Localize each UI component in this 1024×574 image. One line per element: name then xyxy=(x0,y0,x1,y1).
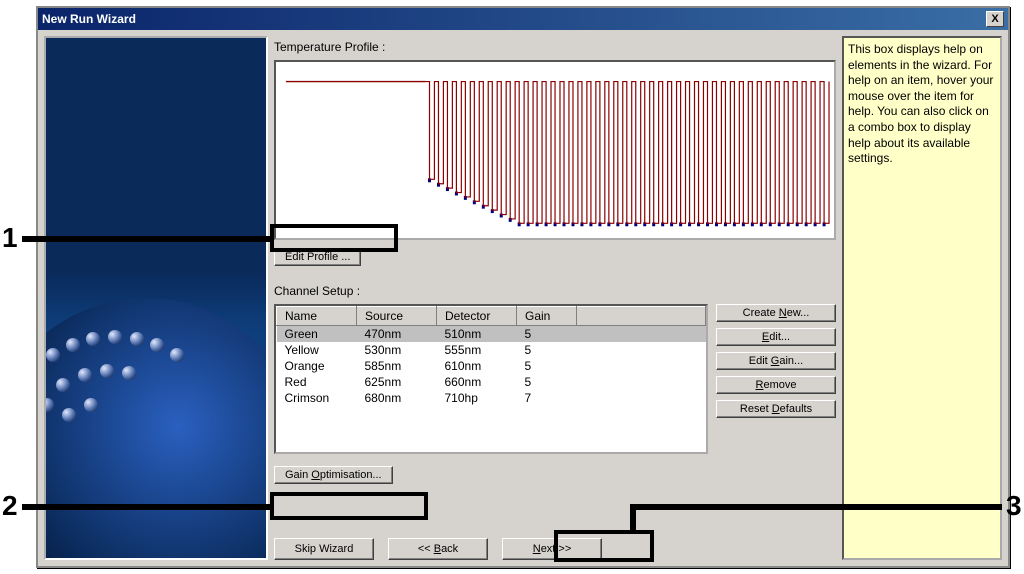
table-header-blank xyxy=(577,307,706,326)
annotation-3-line-v xyxy=(630,504,636,532)
table-cell: 510nm xyxy=(437,326,517,343)
back-button[interactable]: << Back xyxy=(388,538,488,560)
wizard-window: New Run Wizard X xyxy=(36,6,1010,568)
annotation-1-line xyxy=(22,236,272,242)
table-cell: 660nm xyxy=(437,374,517,390)
table-header[interactable]: Gain xyxy=(517,307,577,326)
table-cell: 555nm xyxy=(437,342,517,358)
rotor-graphic xyxy=(44,298,268,560)
next-button[interactable]: Next >> xyxy=(502,538,602,560)
annotation-2: 2 xyxy=(2,490,18,522)
main-panel: Temperature Profile : Edit Profile ... C… xyxy=(274,36,836,560)
table-cell: 7 xyxy=(517,390,577,406)
table-row[interactable]: Yellow530nm555nm5 xyxy=(277,342,706,358)
close-button[interactable]: X xyxy=(986,11,1004,27)
table-row[interactable]: Red625nm660nm5 xyxy=(277,374,706,390)
annotation-1: 1 xyxy=(2,222,18,254)
table-cell: Yellow xyxy=(277,342,357,358)
channel-setup-label: Channel Setup : xyxy=(274,284,836,298)
wizard-side-image xyxy=(44,36,268,560)
window-title: New Run Wizard xyxy=(42,12,986,26)
edit-profile-button[interactable]: Edit Profile ... xyxy=(274,248,361,266)
gain-optimisation-button[interactable]: Gain Optimisation... xyxy=(274,466,393,484)
table-cell: 610nm xyxy=(437,358,517,374)
help-panel: This box displays help on elements in th… xyxy=(842,36,1002,560)
table-cell: Red xyxy=(277,374,357,390)
annotation-3-line xyxy=(636,504,1002,510)
edit-gain-button[interactable]: Edit Gain... xyxy=(716,352,836,370)
table-row[interactable]: Green470nm510nm5 xyxy=(277,326,706,343)
annotation-3: 3 xyxy=(1006,490,1022,522)
remove-button[interactable]: Remove xyxy=(716,376,836,394)
table-cell: 5 xyxy=(517,342,577,358)
temperature-profile-chart xyxy=(274,60,836,240)
annotation-2-line xyxy=(22,504,272,510)
reset-defaults-button[interactable]: Reset Defaults xyxy=(716,400,836,418)
table-row[interactable]: Crimson680nm710hp7 xyxy=(277,390,706,406)
channel-table[interactable]: NameSourceDetectorGain Green470nm510nm5Y… xyxy=(274,304,708,454)
edit-button[interactable]: Edit... xyxy=(716,328,836,346)
nav-row: Skip Wizard << Back Next >> xyxy=(274,528,836,560)
table-cell: 5 xyxy=(517,326,577,343)
table-cell: 680nm xyxy=(357,390,437,406)
titlebar: New Run Wizard X xyxy=(38,8,1008,30)
table-cell: Orange xyxy=(277,358,357,374)
table-header[interactable]: Detector xyxy=(437,307,517,326)
channel-buttons: Create New... Edit... Edit Gain... Remov… xyxy=(716,304,836,418)
table-cell: 470nm xyxy=(357,326,437,343)
table-cell: 710hp xyxy=(437,390,517,406)
table-cell: 530nm xyxy=(357,342,437,358)
table-header[interactable]: Source xyxy=(357,307,437,326)
skip-wizard-button[interactable]: Skip Wizard xyxy=(274,538,374,560)
table-row[interactable]: Orange585nm610nm5 xyxy=(277,358,706,374)
table-cell: Green xyxy=(277,326,357,343)
temperature-profile-label: Temperature Profile : xyxy=(274,40,836,54)
table-cell: 625nm xyxy=(357,374,437,390)
create-new-button[interactable]: Create New... xyxy=(716,304,836,322)
table-cell: 5 xyxy=(517,358,577,374)
table-header[interactable]: Name xyxy=(277,307,357,326)
table-cell: Crimson xyxy=(277,390,357,406)
table-cell: 5 xyxy=(517,374,577,390)
table-cell: 585nm xyxy=(357,358,437,374)
